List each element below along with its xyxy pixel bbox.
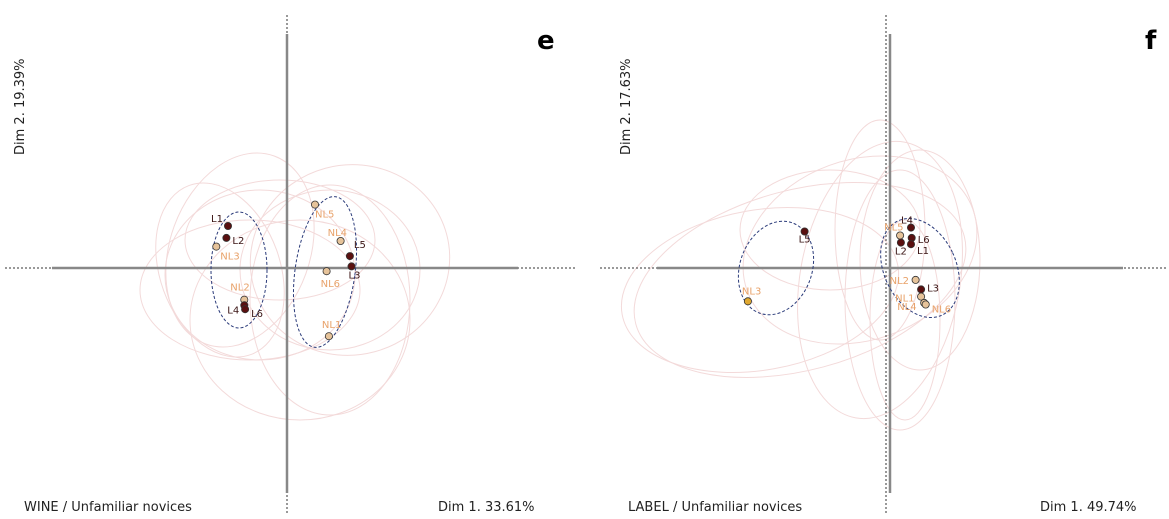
- points-e: L1 L2 NL3 NL2 L4 L6 NL5 NL4 L5 L3 NL6 NL1: [211, 200, 366, 341]
- point-nl3: [743, 297, 752, 306]
- ylabel-f: Dim 2. 17.63%: [619, 58, 634, 155]
- point-label-nl2: NL2: [230, 283, 249, 294]
- point-label-l1: L1: [917, 246, 929, 257]
- panel-letter-e: e: [537, 26, 555, 56]
- point-label-l6: L6: [918, 235, 930, 246]
- point-l6: [241, 305, 250, 314]
- xlabel-e: Dim 1. 33.61%: [438, 500, 535, 515]
- point-label-nl4: NL4: [328, 228, 347, 239]
- point-nl3: [212, 242, 221, 251]
- cluster-ellipse-right: [292, 196, 358, 348]
- cluster-ellipse-right: [880, 217, 960, 319]
- point-nl4: [336, 236, 345, 245]
- point-l3: [917, 285, 926, 294]
- point-label-l5: L5: [799, 235, 811, 246]
- point-l2: [896, 238, 905, 247]
- caption-f: LABEL / Unfamiliar novices: [628, 500, 802, 515]
- caption-f-part1: LABEL /: [628, 500, 681, 515]
- point-nl5: [310, 200, 319, 209]
- point-label-nl2: NL2: [890, 276, 909, 287]
- point-nl6: [921, 300, 930, 309]
- point-nl1: [917, 292, 926, 301]
- point-label-l4: L4: [227, 305, 239, 316]
- bootstrap-ellipses: [620, 119, 981, 431]
- point-label-nl5: NL5: [315, 210, 334, 221]
- point-label-nl6: NL6: [321, 279, 340, 290]
- point-label-nl1: NL1: [895, 294, 914, 305]
- point-label-l6: L6: [251, 309, 263, 320]
- point-l4: [907, 223, 916, 232]
- caption-e-part2: Unfamiliar novices: [71, 500, 192, 515]
- point-l1: [907, 240, 916, 249]
- caption-e: WINE / Unfamiliar novices: [24, 500, 192, 515]
- cluster-ellipse-left: [737, 220, 815, 316]
- xlabel-f: Dim 1. 49.74%: [1040, 500, 1137, 515]
- bootstrap-ellipses: [139, 152, 451, 421]
- cluster-ellipse-left: [210, 211, 268, 329]
- caption-f-part2: Unfamiliar novices: [681, 500, 802, 515]
- point-nl6: [322, 267, 331, 276]
- point-label-nl3: NL3: [742, 286, 761, 297]
- point-label-l4: L4: [901, 216, 913, 227]
- panel-letter-f: f: [1145, 26, 1157, 56]
- point-l5: [800, 227, 809, 236]
- point-label-l3: L3: [349, 270, 361, 281]
- caption-e-part1: WINE /: [24, 500, 71, 515]
- ylabel-e: Dim 2. 19.39%: [13, 58, 28, 155]
- point-l2: [222, 233, 231, 242]
- point-label-nl5: NL5: [884, 223, 903, 234]
- point-nl2: [911, 275, 920, 284]
- point-label-nl4: NL4: [897, 302, 916, 313]
- point-label-l1: L1: [211, 214, 223, 225]
- point-label-nl6: NL6: [932, 305, 951, 316]
- point-nl1: [324, 332, 333, 341]
- point-label-l5: L5: [354, 240, 366, 251]
- point-label-nl3: NL3: [220, 252, 239, 263]
- point-label-nl1: NL1: [322, 320, 341, 331]
- point-label-l3: L3: [927, 283, 939, 294]
- panel-e: L1 L2 NL3 NL2 L4 L6 NL5 NL4 L5 L3 NL6 NL1 e Dim 2. …: [5, 15, 575, 515]
- point-label-l2: L2: [232, 236, 244, 247]
- point-l1: [223, 221, 232, 230]
- point-l3: [347, 262, 356, 271]
- point-label-l2: L2: [895, 247, 907, 258]
- point-l5: [345, 252, 354, 261]
